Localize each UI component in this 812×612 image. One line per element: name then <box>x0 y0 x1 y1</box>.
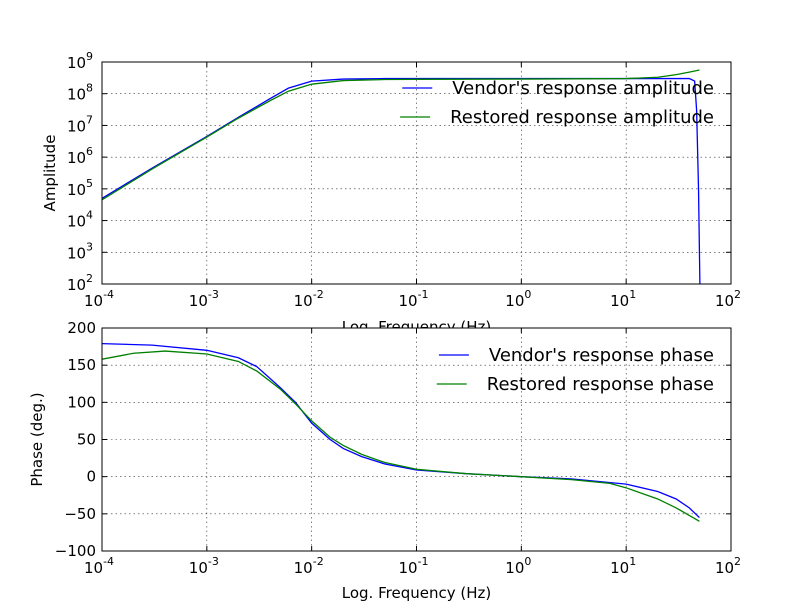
series-line <box>102 350 700 522</box>
y-tick-label: 109 <box>67 50 93 72</box>
y-tick-label: 103 <box>67 240 93 262</box>
x-axis-label: Log. Frequency (Hz) <box>342 584 491 602</box>
legend-label: Vendor's response phase <box>489 345 714 366</box>
y-tick-label: 150 <box>67 356 96 374</box>
y-tick-label: −50 <box>64 505 96 523</box>
legend-label: Restored response amplitude <box>450 107 714 128</box>
x-tick-label: 10-4 <box>84 555 114 577</box>
series-line <box>102 342 700 519</box>
y-axis-label: Amplitude <box>41 135 59 212</box>
y-tick-label: 104 <box>67 209 93 231</box>
y-tick-label: 105 <box>67 177 93 199</box>
x-tick-label: 10-3 <box>189 288 219 310</box>
legend: Vendor's response phase Restored response… <box>436 345 714 395</box>
x-tick-label: 10-1 <box>398 555 428 577</box>
y-tick-label: 200 <box>67 319 96 337</box>
y-tick-label: 100 <box>67 393 96 411</box>
x-tick-label: 101 <box>610 555 636 577</box>
x-tick-label: 100 <box>505 555 531 577</box>
x-tick-label: 10-1 <box>398 288 428 310</box>
x-tick-label: 100 <box>505 288 531 310</box>
y-axis-label: Phase (deg.) <box>28 392 46 486</box>
x-tick-label: 102 <box>715 288 741 310</box>
legend: Vendor's response amplitude Restored resp… <box>400 78 714 128</box>
series-line <box>102 77 701 284</box>
x-tick-label: 10-2 <box>294 555 324 577</box>
series-line <box>102 69 700 201</box>
x-tick-label: 10-2 <box>294 288 324 310</box>
y-tick-label: −100 <box>55 542 96 560</box>
x-tick-label: 10-4 <box>84 288 114 310</box>
legend-label: Restored response phase <box>487 374 714 395</box>
amplitude-panel: 10-4 10-3 10-2 10-1 100 101 102 102 103 104 105 106… <box>41 50 741 336</box>
y-tick-label: 107 <box>67 113 93 135</box>
x-tick-label: 10-3 <box>189 555 219 577</box>
x-tick-label: 102 <box>715 555 741 577</box>
legend-label: Vendor's response amplitude <box>452 78 714 99</box>
phase-panel: 10-4 10-3 10-2 10-1 100 101 102 −100 −50 0 50 100 15… <box>28 319 741 602</box>
y-tick-label: 102 <box>67 272 93 294</box>
y-tick-label: 0 <box>86 468 96 486</box>
y-tick-label: 106 <box>67 145 93 167</box>
y-tick-label: 108 <box>67 82 93 104</box>
x-tick-label: 101 <box>610 288 636 310</box>
y-tick-label: 50 <box>77 431 96 449</box>
